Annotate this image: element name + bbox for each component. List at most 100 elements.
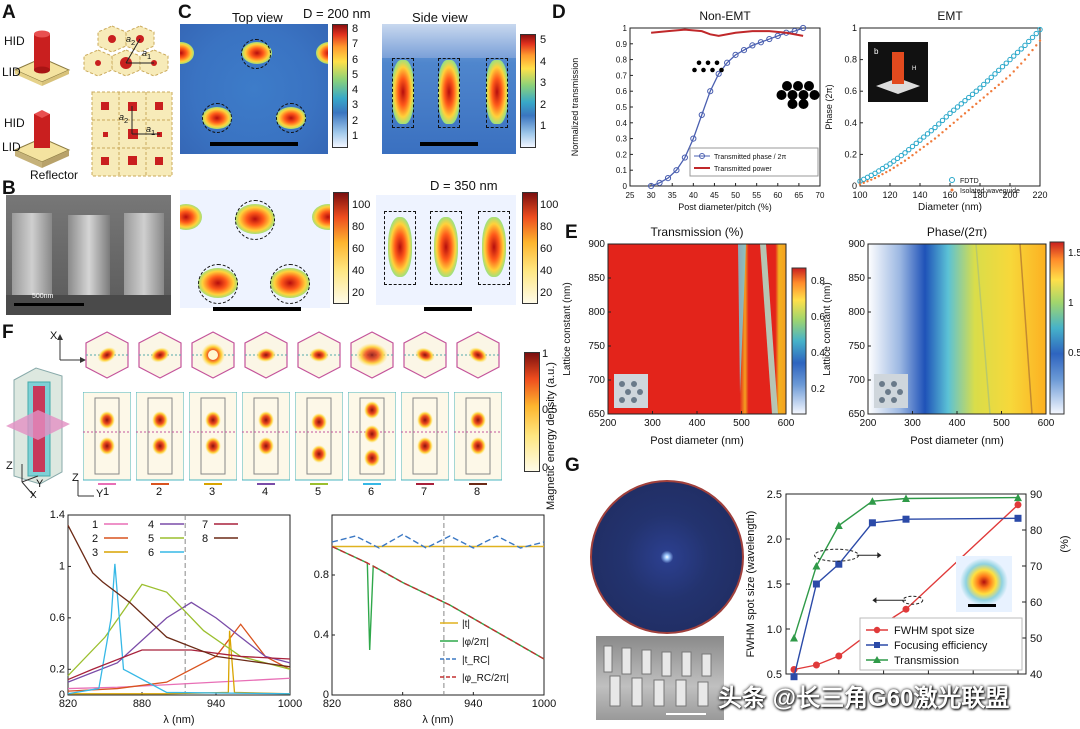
g-point <box>1014 501 1022 509</box>
side-field <box>258 437 274 455</box>
y-tick-label: 900 <box>848 239 865 250</box>
side-field <box>152 437 168 455</box>
colorbar-tick: 1 <box>352 130 359 143</box>
d-fdtd-point <box>917 137 923 143</box>
b-top-field <box>180 190 330 308</box>
x-tick-label: 40 <box>689 191 698 200</box>
y-tick-label: 0.7 <box>616 71 628 80</box>
hex-field <box>356 343 388 367</box>
d-waveguide-point <box>918 148 922 151</box>
side-field <box>311 445 327 463</box>
x-tick-label: 500 <box>733 418 750 429</box>
e-inset-dot <box>885 389 891 395</box>
side-pillar <box>253 397 279 475</box>
g-legend-marker <box>873 656 881 663</box>
hex-field <box>415 347 435 363</box>
g-annotation-ellipse <box>814 548 860 562</box>
hex-field <box>309 347 329 363</box>
panel-g-svg: 0.5 1.0 1.5 2.0 2.5 40 50 60 70 80 90 FWHM spot siz… <box>745 489 1071 681</box>
d-waveguide-point <box>933 137 937 140</box>
d-fdtd-point <box>939 117 946 124</box>
side-frame <box>83 392 131 481</box>
x-tick-label: 100 <box>852 190 867 200</box>
g-point <box>835 652 843 660</box>
panel-f-spectra-svg: 820 880 940 1000 0 0.2 0.6 1 1.4 λ (nm) 1 2 3 4 5 6 7 8 82… <box>50 509 557 726</box>
hex-field <box>97 347 117 363</box>
f-mode-curve-4 <box>67 601 291 683</box>
d-phase-point <box>698 111 705 119</box>
d-fdtd-point <box>887 161 893 167</box>
side-field <box>364 425 380 443</box>
f-right-curve <box>331 533 545 549</box>
side-field <box>417 411 433 429</box>
side-frame <box>242 392 290 481</box>
g-point <box>834 521 843 529</box>
sem-image: 500nm <box>6 195 171 315</box>
g-inset-spot <box>960 558 1008 606</box>
side-pillar <box>200 397 226 475</box>
f-right-legend-text: |t| <box>462 619 470 630</box>
e-inset-dot <box>631 397 637 403</box>
a1-label: a1 <box>142 48 152 61</box>
d-fdtd-point <box>973 88 979 94</box>
g-point <box>1014 514 1022 522</box>
d-fdtd-point <box>876 168 882 174</box>
hex-field <box>256 347 276 363</box>
mode-side-2 <box>136 392 184 481</box>
g-y2-tick-label: 50 <box>1030 633 1042 645</box>
b-side-field <box>376 195 516 305</box>
hex-field <box>208 350 218 360</box>
x-tick-label: 300 <box>904 418 921 429</box>
x-tick-label: 50 <box>731 191 740 200</box>
colorbar-tick: 2 <box>540 98 547 111</box>
d-waveguide-point <box>1023 58 1027 61</box>
side-field <box>364 401 380 419</box>
side-field <box>205 437 221 455</box>
f-right-xlabel: λ (nm) <box>422 714 453 726</box>
side-frame <box>401 392 449 481</box>
f-legend-number: 2 <box>92 533 98 545</box>
e-colorbar-tick: 0.4 <box>811 348 825 359</box>
mode-color-tick <box>469 483 487 485</box>
b-top-scalebar <box>213 307 301 311</box>
label-D: D <box>552 2 566 23</box>
side-field <box>470 437 486 455</box>
y-tick-label: 0.8 <box>314 569 329 581</box>
d-waveguide-point <box>862 181 865 185</box>
e-left-ylabel: Lattice constant (nm) <box>562 282 573 375</box>
x-tick-label: 120 <box>882 190 897 200</box>
e-colorbar-tick: 0.8 <box>811 276 825 287</box>
d-phase-point <box>800 24 807 32</box>
mode-hex-8 <box>456 331 500 379</box>
d-fdtd-point <box>977 85 983 91</box>
d-waveguide-point <box>945 127 948 131</box>
y-tick-label: 0.8 <box>844 55 857 65</box>
side-pillar <box>306 397 332 475</box>
f-right-legend-text: |t_RC| <box>462 655 490 666</box>
x-tick-label: 600 <box>1038 418 1055 429</box>
g-point <box>790 634 798 642</box>
hid-label-top: HID <box>4 34 25 48</box>
side-view-field <box>382 24 516 154</box>
plot-frame <box>67 514 291 696</box>
x-tick-label: 220 <box>1032 190 1047 200</box>
side-frame <box>295 392 343 481</box>
b-d-label: D = 350 nm <box>430 178 498 193</box>
x-tick-label: 880 <box>393 698 411 710</box>
d-left-title: Non-EMT <box>699 9 751 23</box>
d-fdtd-point <box>999 64 1006 70</box>
colorbar-tick: 7 <box>352 38 359 51</box>
mode-hex-2 <box>138 331 182 379</box>
d-phase-point <box>673 167 680 174</box>
b-colorbar-2-ticks: 100 80 60 40 20 <box>540 194 558 304</box>
mode-color-tick <box>363 483 381 485</box>
y-tick-label: 0.1 <box>616 166 628 175</box>
mode-side-8 <box>454 392 502 481</box>
g-y-tick-label: 0.5 <box>767 669 782 681</box>
e-phase-line <box>975 243 991 415</box>
y-tick-label: 700 <box>848 375 865 386</box>
d-inset-dot-large <box>804 81 814 91</box>
d-fdtd-point <box>913 140 919 147</box>
y-tick-label: 0 <box>59 689 65 701</box>
d-fdtd-point <box>936 121 942 127</box>
